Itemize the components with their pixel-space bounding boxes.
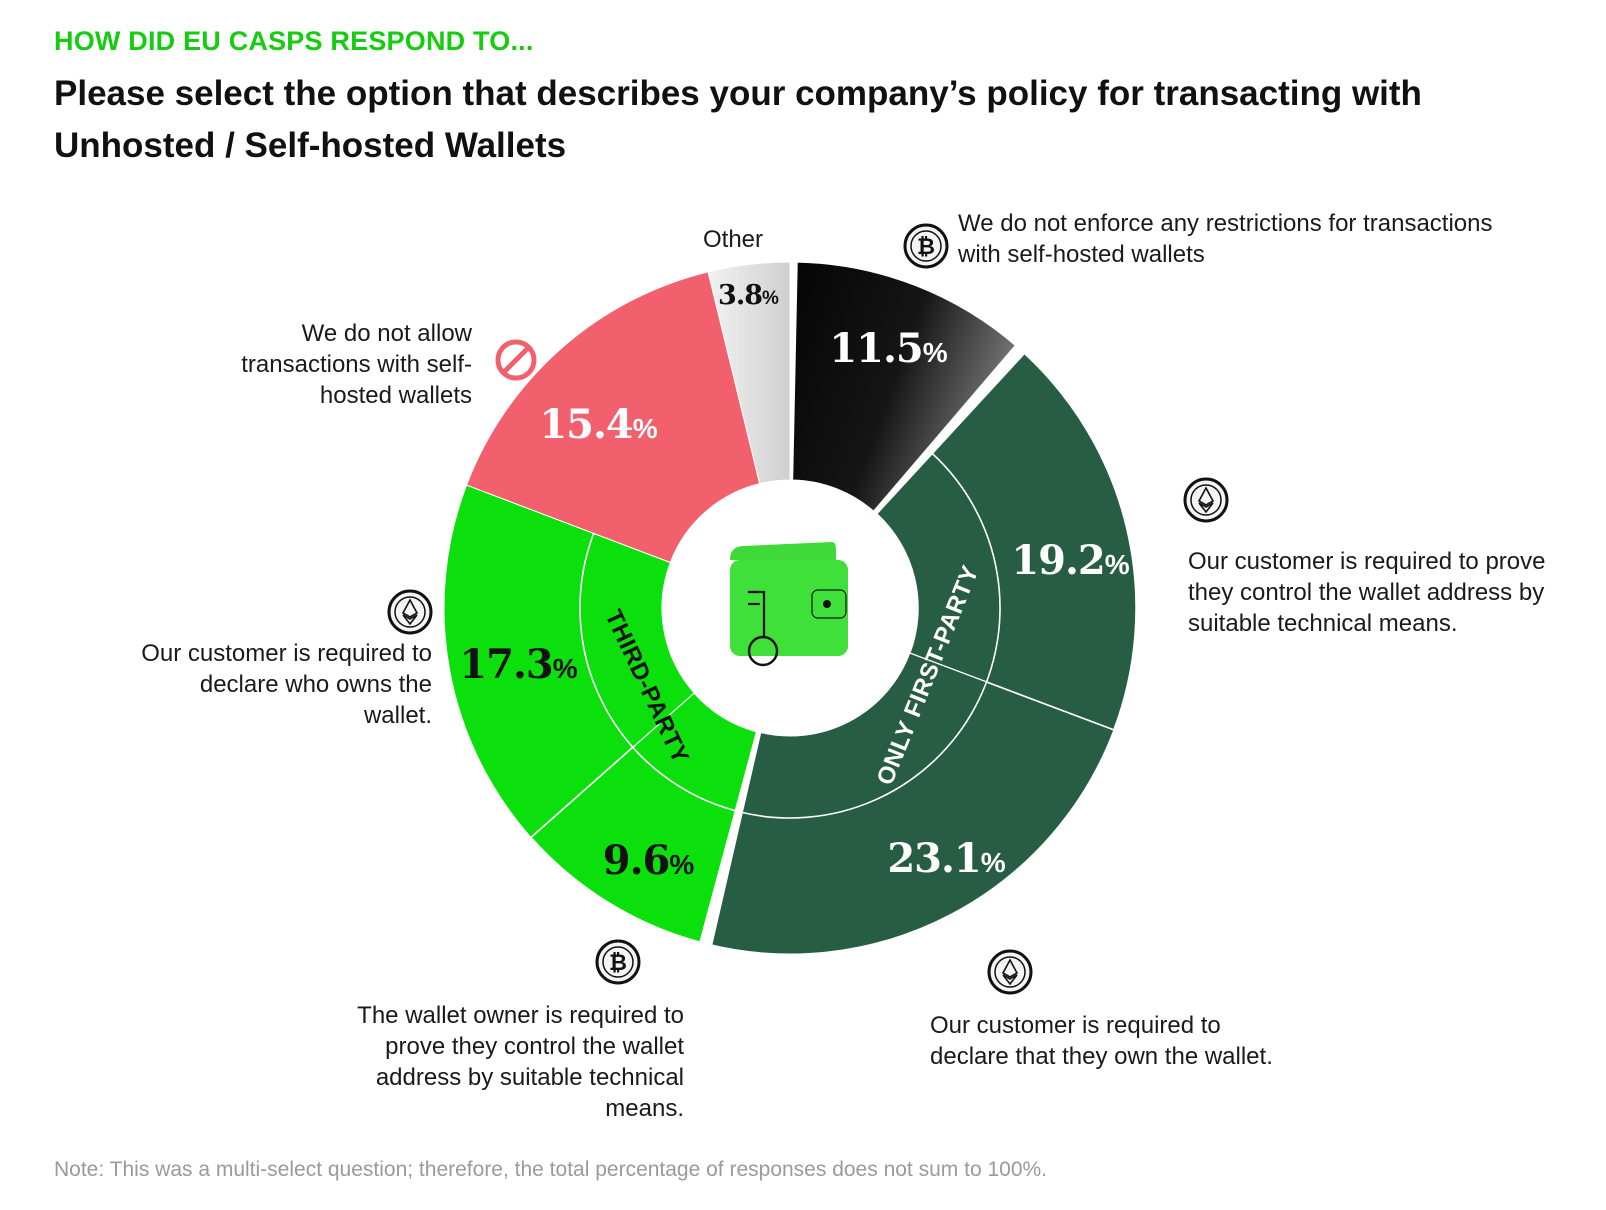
slice-label-3: The wallet owner is required to prove th… xyxy=(357,1002,684,1122)
slice-label-4: Our customer is required to declare who … xyxy=(141,640,432,729)
donut-slice-6 xyxy=(707,261,791,485)
slice-label-2: Our customer is required to declare that… xyxy=(930,1012,1273,1070)
value-label-1: 19.2% xyxy=(1011,537,1129,584)
slice-divider xyxy=(986,681,1115,731)
value-label-6: 3.8% xyxy=(718,280,779,311)
donut-slice-3 xyxy=(529,691,758,944)
footnote: Note: This was a multi-select question; … xyxy=(54,1158,1047,1181)
ethereum-coin-icon-1 xyxy=(1183,477,1229,523)
eyebrow-heading: HOW DID EU CASPS RESPOND TO... xyxy=(54,26,534,56)
group-ring xyxy=(579,533,736,812)
ethereum-coin-icon-2 xyxy=(987,949,1033,995)
svg-text:₿: ₿ xyxy=(609,951,627,976)
slice-label-6: Other xyxy=(703,226,764,253)
donut-slice-1 xyxy=(875,352,1137,731)
slice-gap xyxy=(700,729,762,950)
group-ring xyxy=(739,452,1001,819)
donut-slice-0 xyxy=(792,261,1020,513)
bitcoin-coin-icon-3: ₿ xyxy=(595,939,641,985)
donut-slice-4 xyxy=(443,484,695,839)
slice-label-1: Our customer is required to prove they c… xyxy=(1188,548,1546,637)
svg-text:₿: ₿ xyxy=(917,235,935,260)
value-label-0: 11.5% xyxy=(829,325,947,372)
donut-slice-2 xyxy=(706,652,1115,955)
chart-title: Please select the option that describes … xyxy=(54,74,1422,165)
value-label-5: 15.4% xyxy=(539,401,657,448)
value-label-4: 17.3% xyxy=(459,641,577,688)
donut-slice-5 xyxy=(465,271,761,564)
slice-divider xyxy=(530,746,634,839)
slice-label-0: We do not enforce any restrictions for t… xyxy=(958,210,1493,268)
slice-label-5: We do not allow transactions with self-h… xyxy=(241,320,472,409)
value-label-2: 23.1% xyxy=(887,835,1005,882)
slice-gap xyxy=(871,342,1026,515)
bitcoin-coin-icon-0: ₿ xyxy=(903,223,949,269)
ethereum-coin-icon-4 xyxy=(387,589,433,635)
wallet-key-icon xyxy=(730,542,848,667)
prohibited-icon-5 xyxy=(495,339,537,381)
value-label-3: 9.6% xyxy=(603,837,695,884)
